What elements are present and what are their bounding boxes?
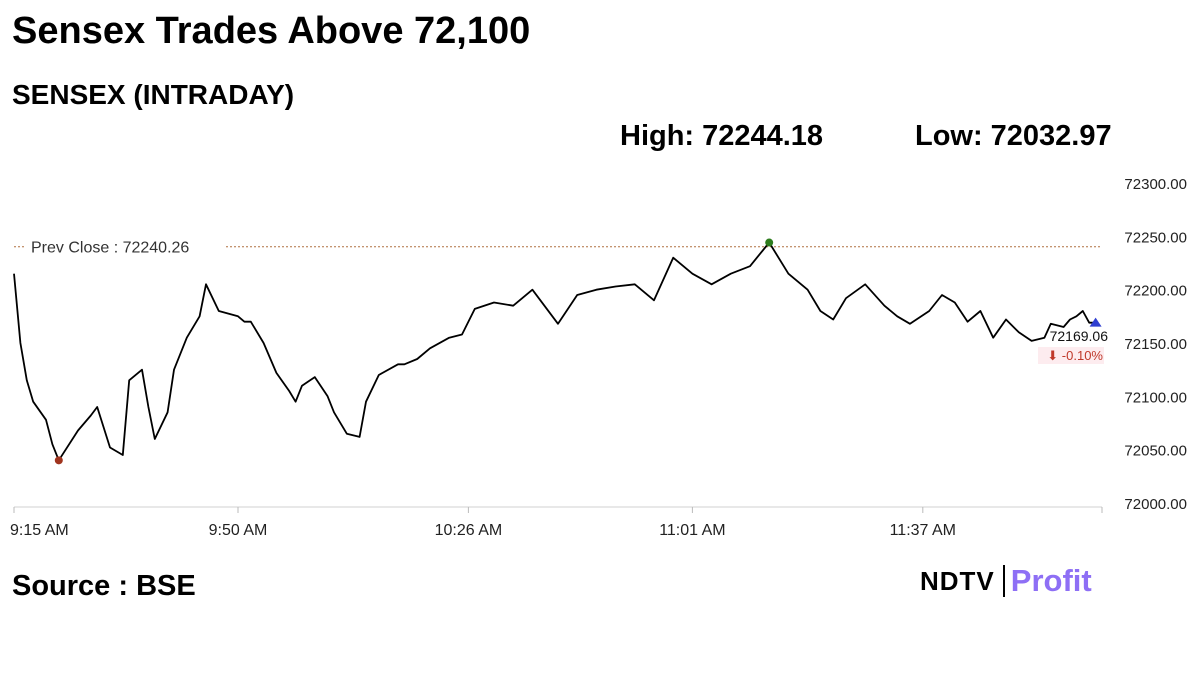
day-low-marker (54, 456, 63, 465)
page-title: Sensex Trades Above 72,100 (12, 10, 531, 52)
low-value: 72032.97 (990, 120, 1112, 152)
low-stat: Low: 72032.97 (915, 120, 1112, 153)
low-label: Low: (915, 120, 983, 152)
last-value-label: 72169.06 (1050, 328, 1109, 344)
logo-divider (1002, 565, 1005, 597)
change-label-bg (1038, 347, 1104, 364)
y-tick-label: 72250.00 (1124, 229, 1187, 246)
prev-close-label: Prev Close : 72240.26 (31, 240, 189, 257)
x-tick-label: 9:50 AM (209, 522, 268, 539)
source-label: Source : BSE (12, 570, 196, 602)
prev-close-label-bg (24, 235, 224, 258)
chart-subtitle: SENSEX (INTRADAY) (12, 79, 295, 110)
x-tick-label: 11:37 AM (890, 522, 956, 539)
ndtv-profit-logo: NDTV Profit (920, 563, 1092, 599)
y-tick-label: 72050.00 (1124, 443, 1187, 460)
day-high-marker (765, 238, 774, 247)
logo-brand: NDTV (920, 565, 995, 596)
intraday-line-chart: 72300.00 72250.00 72200.00 72150.00 72100.00… (10, 176, 1187, 539)
sensex-line (13, 241, 1096, 462)
high-stat: High: 72244.18 (620, 120, 823, 153)
y-tick-label: 72000.00 (1124, 496, 1187, 513)
y-tick-label: 72200.00 (1124, 283, 1187, 300)
change-label: ⬇ -0.10% (1047, 348, 1103, 363)
x-tick-label: 10:26 AM (435, 522, 503, 539)
y-tick-label: 72100.00 (1124, 389, 1187, 406)
high-value: 72244.18 (702, 120, 824, 152)
high-label: High: (620, 120, 695, 152)
x-tick-label: 11:01 AM (659, 522, 725, 539)
x-tick-label: 9:15 AM (10, 522, 69, 539)
y-tick-label: 72150.00 (1124, 336, 1187, 353)
logo-product: Profit (1010, 563, 1092, 598)
last-price-marker (1089, 317, 1102, 327)
y-tick-label: 72300.00 (1124, 176, 1187, 193)
